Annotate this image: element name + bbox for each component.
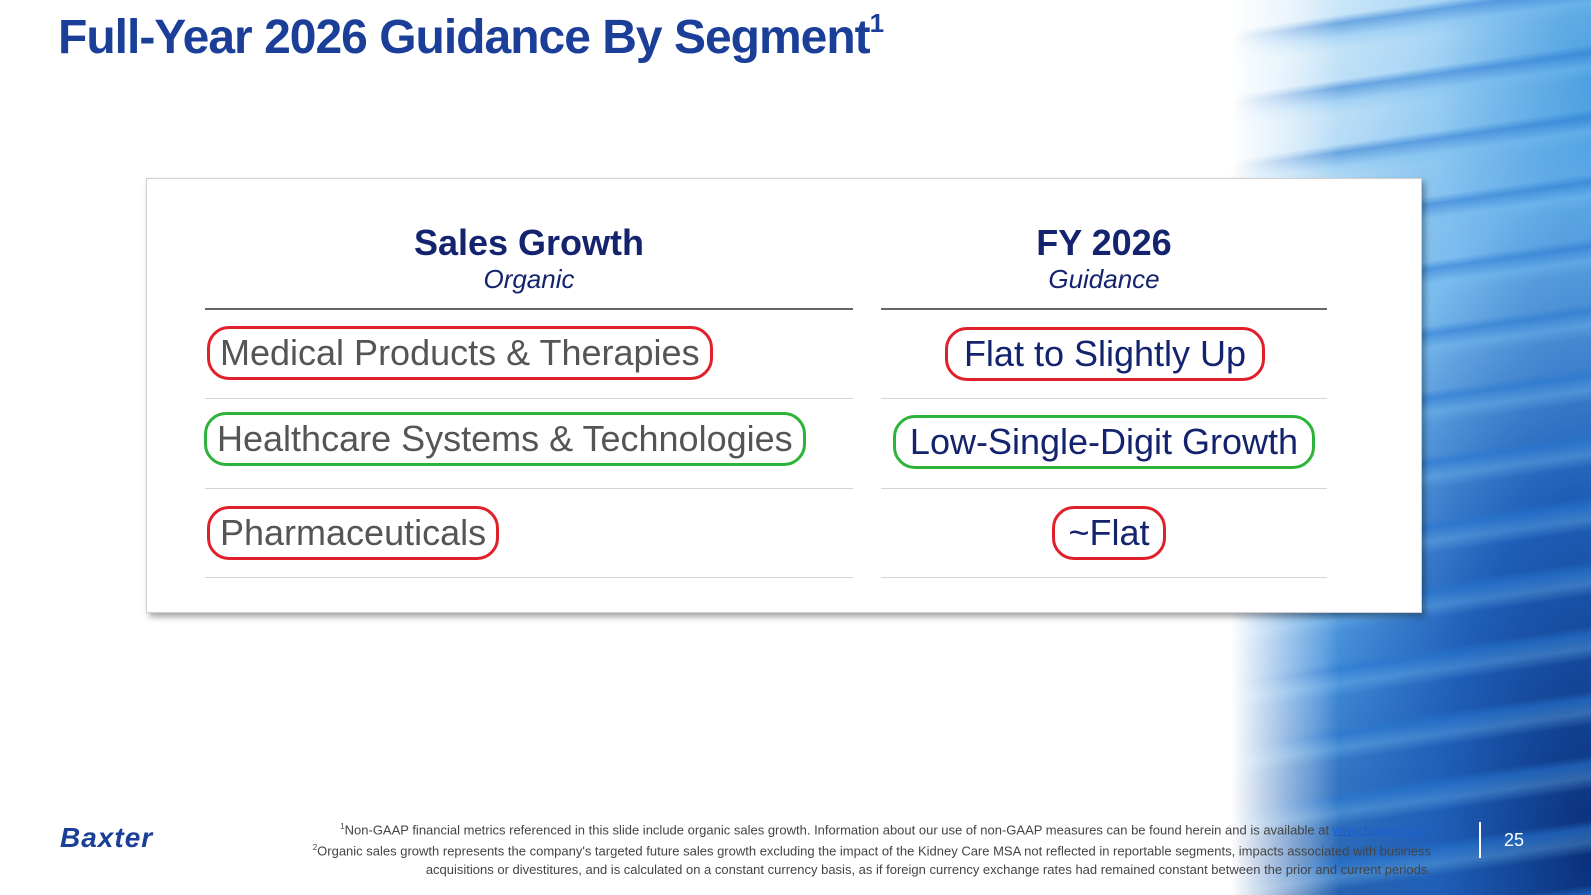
row-divider xyxy=(881,398,1327,399)
header-divider-left xyxy=(205,308,853,310)
guidance-pharmaceuticals: ~Flat xyxy=(1052,506,1166,560)
baxter-logo: Baxter xyxy=(60,822,154,853)
row-divider xyxy=(881,488,1327,489)
segment-medical-products: Medical Products & Therapies xyxy=(207,326,713,380)
baxter-link[interactable]: www.baxter.com xyxy=(1332,822,1428,838)
sales-growth-header: Sales Growth Organic xyxy=(205,223,853,295)
fy2026-header: FY 2026 Guidance xyxy=(881,223,1327,295)
col1-subheader: Organic xyxy=(483,264,575,294)
footnote-2: 2Organic sales growth represents the com… xyxy=(312,843,1431,877)
page-title: Full-Year 2026 Guidance By Segment1 xyxy=(58,8,885,64)
row-divider xyxy=(205,488,853,489)
segment-healthcare-systems: Healthcare Systems & Technologies xyxy=(204,412,806,466)
page-number-divider xyxy=(1479,822,1481,858)
header-divider-right xyxy=(881,308,1327,310)
col2-subheader: Guidance xyxy=(1048,264,1160,294)
guidance-table: Sales Growth Organic FY 2026 Guidance Me… xyxy=(146,178,1422,613)
title-footnote-marker: 1 xyxy=(869,8,885,38)
footnotes: 1Non-GAAP financial metrics referenced i… xyxy=(271,818,1431,879)
col2-header: FY 2026 xyxy=(1036,222,1172,263)
col1-header: Sales Growth xyxy=(413,222,645,263)
row-divider xyxy=(205,577,853,578)
segment-pharmaceuticals: Pharmaceuticals xyxy=(207,506,500,560)
page-number: 25 xyxy=(1504,830,1525,850)
row-divider xyxy=(205,398,853,399)
guidance-medical-products: Flat to Slightly Up xyxy=(945,327,1265,381)
row-divider xyxy=(881,577,1327,578)
guidance-healthcare-systems: Low-Single-Digit Growth xyxy=(893,415,1315,469)
footnote-1: 1Non-GAAP financial metrics referenced i… xyxy=(340,822,1431,838)
